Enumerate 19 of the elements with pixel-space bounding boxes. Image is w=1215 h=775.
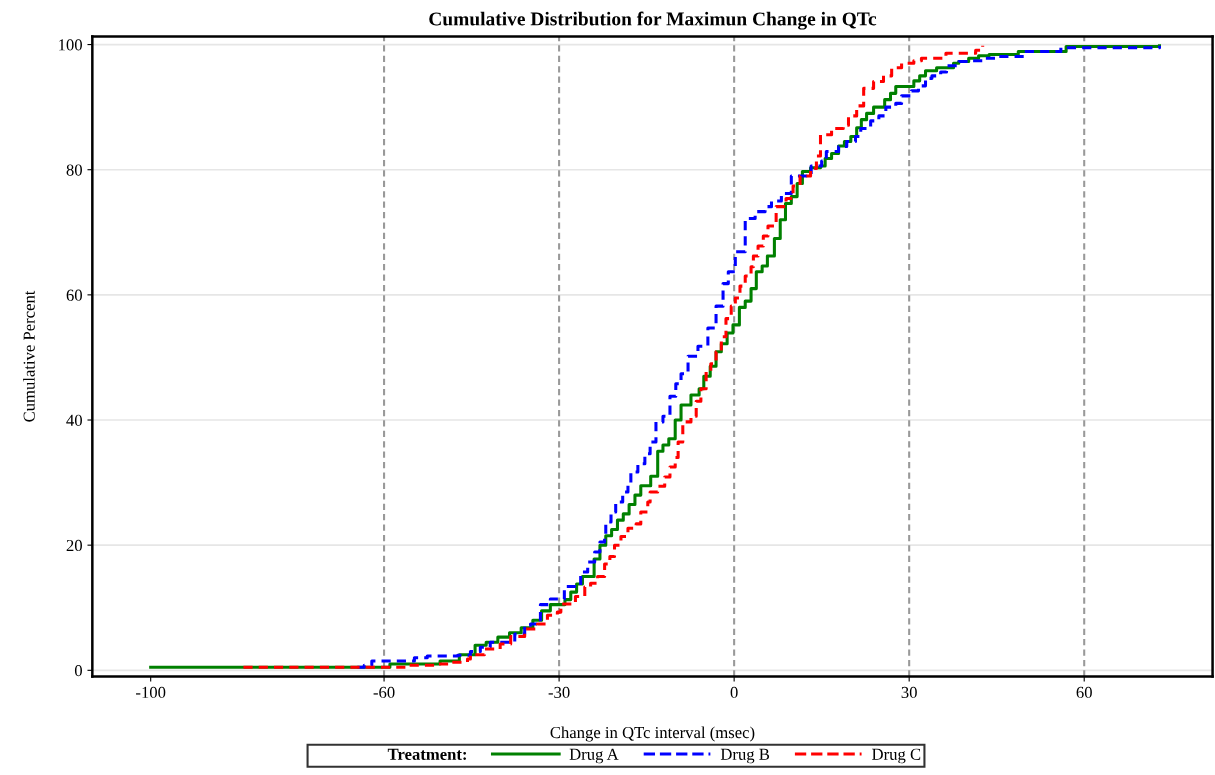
x-tick-label: 0 <box>730 686 738 699</box>
y-tick-label: 40 <box>66 414 82 426</box>
legend-label: Drug B <box>720 748 770 764</box>
legend-label: Drug C <box>872 748 921 764</box>
legend-label: Drug A <box>569 748 619 764</box>
x-tick-label: -100 <box>136 686 166 699</box>
chart-title: Cumulative Distribution for Maximun Change in QTc <box>429 11 877 30</box>
x-tick-label: -60 <box>373 686 395 699</box>
y-tick-label: 80 <box>66 164 82 176</box>
x-axis-title: Change in QTc interval (msec) <box>550 726 755 742</box>
y-tick-label: 20 <box>66 539 82 552</box>
x-tick-label: 30 <box>901 686 917 699</box>
x-tick-label: 60 <box>1076 686 1092 699</box>
legend-title: Treatment: <box>387 748 466 760</box>
y-tick-label: 0 <box>74 665 82 677</box>
x-tick-label: -30 <box>548 686 570 699</box>
y-axis-title: Cumulative Percent <box>23 290 35 422</box>
y-tick-label: 60 <box>66 289 82 301</box>
y-tick-label: 100 <box>59 39 82 51</box>
